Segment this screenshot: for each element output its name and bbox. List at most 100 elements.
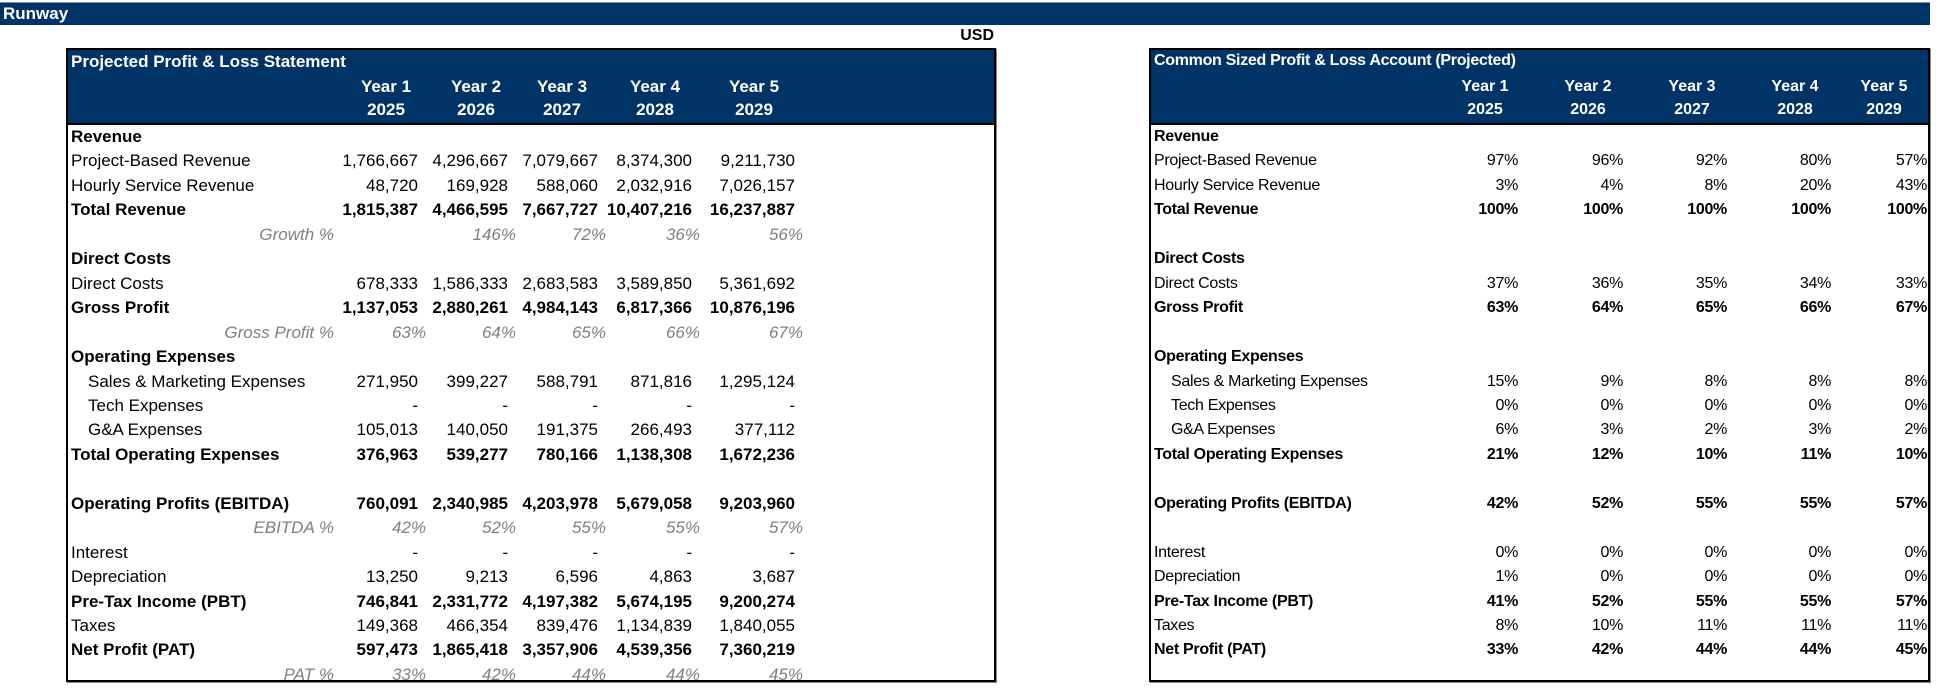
cell-value-year-2: 42% <box>481 664 516 684</box>
cell-value-year-4: 8,374,300 <box>616 151 692 171</box>
row-label: Direct Costs <box>71 273 164 293</box>
cell-value-year-2: 52% <box>1591 494 1623 512</box>
cell-value-year-4: 4,863 <box>649 567 692 587</box>
cell-value-year-3: 588,060 <box>536 175 598 195</box>
year-label: Year 2 <box>1564 78 1612 95</box>
cell-value-year-1: 42% <box>391 518 426 538</box>
table-row: Depreciation 1% 0% 0% 0% 0% <box>1151 565 1928 589</box>
cell-value-year-2: 466,354 <box>446 616 508 635</box>
cell-value-year-3: 55% <box>571 518 606 538</box>
row-label: Sales & Marketing Expenses <box>1171 372 1368 390</box>
row-label: Taxes <box>1154 617 1195 634</box>
cell-value-year-2: 4,296,667 <box>432 151 508 171</box>
year-label: Year 5 <box>1860 78 1908 95</box>
table-row: Total Operating Expenses 21% 12% 10% 11% 10% <box>1151 443 1928 467</box>
cell-value-year-2: 3% <box>1600 421 1623 439</box>
cell-value-year-1: 760,091 <box>356 493 418 513</box>
cell-value-year-4: 871,816 <box>630 371 692 391</box>
cell-value-year-3: 44% <box>571 664 606 684</box>
cell-value-year-3: 8% <box>1704 372 1727 390</box>
section-heading: Direct Costs <box>71 249 172 269</box>
table-row: Total Revenue 1,815,387 4,466,595 7,667,727… <box>68 198 994 222</box>
year-value: 2028 <box>636 100 674 119</box>
row-label: Total Revenue <box>71 200 186 220</box>
cell-value-year-2: 146% <box>472 224 516 244</box>
row-label: Pre-Tax Income (PBT) <box>71 591 247 611</box>
cell-value-year-1: 97% <box>1486 152 1518 170</box>
table-row: Tech Expenses - - - - - <box>68 394 994 418</box>
cell-value-year-5: 67% <box>1895 299 1927 317</box>
table-row: Operating Profits (EBITDA) 42% 52% 55% 55% 57… <box>1151 492 1928 516</box>
cell-value-year-1: 41% <box>1486 592 1518 610</box>
cell-value-year-2: - <box>502 395 508 415</box>
cell-value-year-4: 11% <box>1801 617 1831 634</box>
cell-value-year-5: 5,361,692 <box>719 273 795 293</box>
cell-value-year-2: 64% <box>481 322 516 342</box>
year-value: 2029 <box>735 100 773 119</box>
cell-value-year-5: 57% <box>1895 494 1927 512</box>
cell-value-year-5: 16,237,887 <box>709 200 795 220</box>
row-label: Operating Profits (EBITDA) <box>71 493 290 513</box>
cell-value-year-5: 0% <box>1904 543 1927 561</box>
cell-value-year-1: 21% <box>1486 445 1518 463</box>
table-row: G&A Expenses 105,013 140,050 191,375 266,493… <box>68 418 994 442</box>
cell-value-year-3: 7,667,727 <box>522 200 598 220</box>
row-label: Interest <box>71 542 128 562</box>
cell-value-year-4: 8% <box>1808 372 1831 390</box>
cell-value-year-3: 4,197,382 <box>522 591 598 611</box>
cell-value-year-2: 12% <box>1591 445 1623 463</box>
table-row: Hourly Service Revenue 48,720 169,928 588,0… <box>68 174 994 198</box>
cell-value-year-1: 13,250 <box>366 567 418 587</box>
cell-value-year-2: 52% <box>481 518 516 538</box>
cell-value-year-4: 34% <box>1799 274 1831 292</box>
table-row: Depreciation 13,250 9,213 6,596 4,863 3,687 <box>68 565 994 589</box>
row-label: Operating Profits (EBITDA) <box>1154 494 1352 512</box>
table-header: Projected Profit & Loss Statement Year 1… <box>68 50 994 125</box>
cell-value-year-2: 42% <box>1591 641 1623 659</box>
cell-value-year-5: 3,687 <box>752 567 795 587</box>
cell-value-year-2: 52% <box>1591 592 1623 610</box>
cell-value-year-1: 37% <box>1486 274 1518 292</box>
year-label: Year 3 <box>536 77 588 96</box>
cell-value-year-1: 1,815,387 <box>342 200 418 220</box>
cell-value-year-1: 15% <box>1486 372 1518 390</box>
table-row: Revenue <box>68 125 994 149</box>
column-header-year-4: Year 4 2028 <box>1745 75 1845 121</box>
table-row: Pre-Tax Income (PBT) 41% 52% 55% 55% 57% <box>1151 590 1928 614</box>
row-label: Net Profit (PAT) <box>71 640 196 660</box>
row-label: Taxes <box>71 616 116 635</box>
cell-value-year-3: 65% <box>1695 299 1727 317</box>
cell-value-year-3: 65% <box>571 322 606 342</box>
projected-pl-table: Projected Profit & Loss Statement Year 1… <box>66 48 996 684</box>
cell-value-year-3: 839,476 <box>536 616 598 635</box>
table-row: Interest 0% 0% 0% 0% 0% <box>1151 541 1928 565</box>
spacer-row <box>1151 321 1928 345</box>
cell-value-year-1: 0% <box>1495 543 1518 561</box>
cell-value-year-3: 2% <box>1704 421 1727 439</box>
cell-value-year-5: 9,200,274 <box>719 591 795 611</box>
cell-value-year-4: 100% <box>1791 201 1831 219</box>
cell-value-year-1: - <box>412 395 418 415</box>
year-label: Year 4 <box>629 77 681 96</box>
cell-value-year-4: 1,134,839 <box>616 616 692 635</box>
sheet-title: Runway <box>3 4 69 23</box>
table-row: Growth % 146% 72% 36% 56% <box>68 223 994 247</box>
cell-value-year-5: 0% <box>1904 568 1927 586</box>
column-header-year-1: Year 1 2025 <box>1435 75 1535 121</box>
row-label: Depreciation <box>1154 568 1241 586</box>
cell-value-year-4: - <box>686 542 692 562</box>
year-value: 2027 <box>1674 101 1710 118</box>
row-label: Interest <box>1154 543 1205 561</box>
cell-value-year-2: 1,865,418 <box>432 640 508 660</box>
cell-value-year-1: 6% <box>1495 421 1518 439</box>
cell-value-year-3: 7,079,667 <box>522 151 598 171</box>
column-header-year-2: Year 2 2026 <box>426 75 526 121</box>
cell-value-year-4: 1,138,308 <box>616 444 692 464</box>
cell-value-year-1: 8% <box>1495 617 1518 634</box>
cell-value-year-2: 140,050 <box>446 420 508 440</box>
currency-label: USD <box>960 27 994 44</box>
column-header-year-4: Year 4 2028 <box>605 75 705 121</box>
sheet-title-bar: Runway <box>0 2 1930 25</box>
table-row: Pre-Tax Income (PBT) 746,841 2,331,772 4,19… <box>68 590 994 614</box>
cell-value-year-2: 0% <box>1600 396 1623 414</box>
